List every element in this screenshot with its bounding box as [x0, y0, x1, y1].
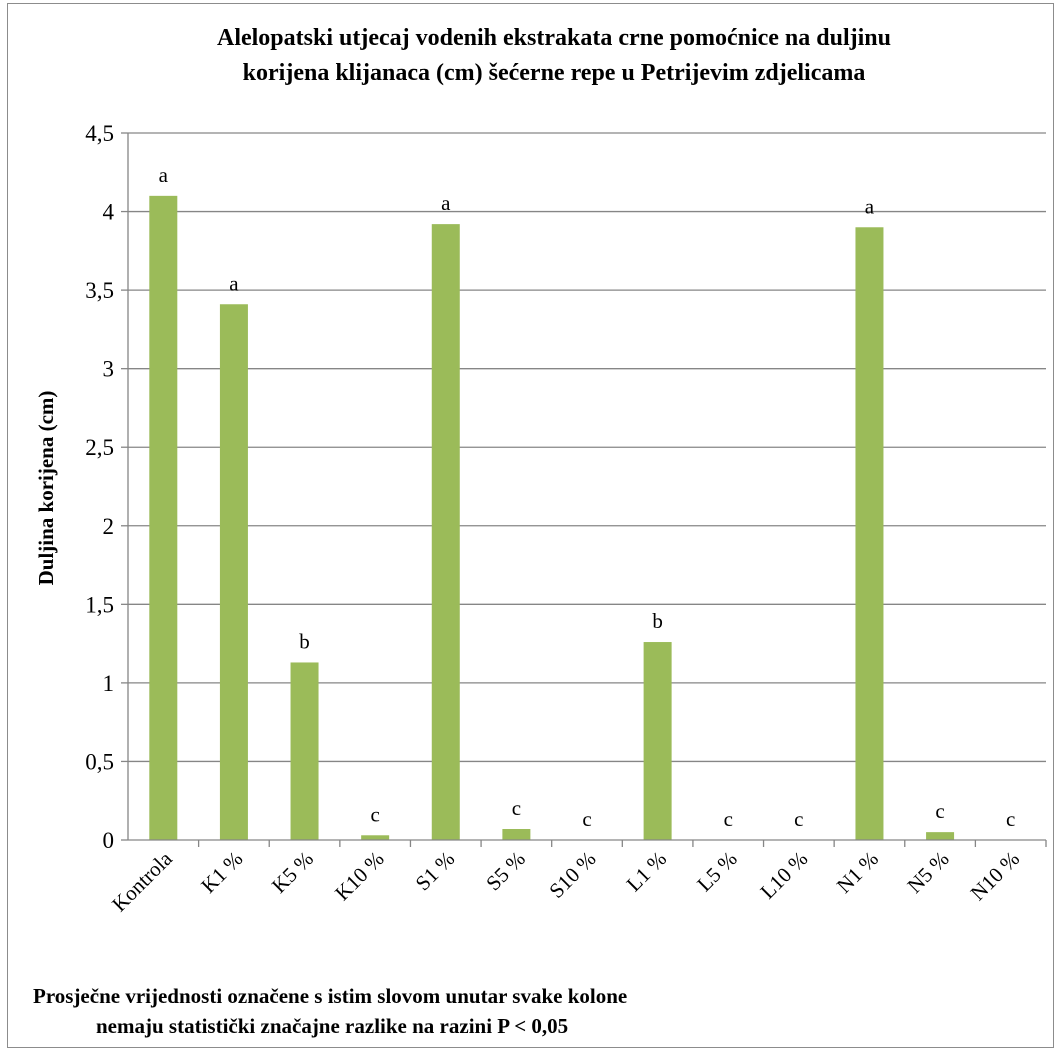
bar: [431, 224, 460, 840]
data-label: a: [441, 191, 451, 215]
x-tick-label: K1 %: [196, 847, 247, 898]
y-tick-label: 4,5: [85, 121, 114, 146]
x-tick-label: S5 %: [481, 847, 530, 896]
data-label: a: [229, 271, 239, 295]
x-tick-label: Kontrola: [107, 846, 177, 916]
footnote-line-2: nemaju statistički značajne razlike na r…: [96, 1014, 568, 1038]
y-tick-label: 1,5: [85, 592, 114, 617]
x-tick-labels: Kontrola K1 % K5 % K10 % S1 % S5 % S10 % L1 % L5…: [107, 846, 1024, 916]
bar: [502, 829, 531, 840]
x-tick-label: K10 %: [330, 847, 389, 906]
y-tick-labels: 0 0,5 1 1,5 2 2,5 3 3,5 4 4,5: [85, 121, 114, 853]
data-label: a: [159, 163, 169, 187]
chart-title-line-2: korijena klijanaca (cm) šećerne repe u P…: [243, 60, 866, 86]
data-label: a: [865, 194, 875, 218]
x-tick-label: K5 %: [267, 847, 318, 898]
x-tick-label: N5 %: [902, 847, 953, 898]
footnote: Prosječne vrijednosti označene s istim s…: [33, 984, 627, 1038]
bar: [290, 662, 319, 840]
y-tick-label: 0,5: [85, 749, 114, 774]
y-tick-label: 3,5: [85, 278, 114, 303]
footnote-line-1: Prosječne vrijednosti označene s istim s…: [33, 984, 627, 1008]
x-tick-label: L5 %: [692, 847, 742, 897]
x-tick-label: L1 %: [622, 847, 672, 897]
x-tick-label: S1 %: [411, 847, 460, 896]
chart-title: Alelopatski utjecaj vodenih ekstrakata c…: [217, 25, 891, 86]
y-tick-label: 3: [103, 357, 115, 382]
data-labels: a a b c a c c b c c a c c: [159, 163, 1016, 831]
data-label: b: [652, 609, 663, 633]
bar: [643, 642, 672, 840]
bars: [149, 195, 955, 840]
gridlines: [128, 132, 1046, 763]
data-label: c: [512, 796, 521, 820]
y-tick-label: 4: [103, 200, 115, 225]
x-tick-label: N1 %: [832, 847, 883, 898]
bar: [855, 227, 884, 840]
data-label: c: [724, 807, 733, 831]
bar: [926, 832, 955, 840]
x-tick-label: S10 %: [544, 847, 600, 903]
data-label: c: [794, 807, 803, 831]
data-label: c: [582, 807, 591, 831]
y-tick-label: 2,5: [85, 435, 114, 460]
axes: [121, 132, 1047, 847]
data-label: c: [1006, 807, 1015, 831]
data-label: c: [935, 799, 944, 823]
bar: [149, 195, 178, 840]
data-label: c: [370, 802, 379, 826]
y-tick-label: 1: [103, 671, 115, 696]
chart-title-line-1: Alelopatski utjecaj vodenih ekstrakata c…: [217, 25, 891, 51]
bar: [361, 835, 390, 840]
y-tick-label: 2: [103, 514, 115, 539]
y-axis-label: Duljina korijena (cm): [34, 391, 58, 586]
y-tick-label: 0: [103, 828, 115, 853]
x-tick-label: L10 %: [755, 847, 812, 904]
x-tick-label: N10 %: [966, 847, 1025, 906]
bar: [219, 304, 248, 840]
data-label: b: [299, 629, 310, 653]
